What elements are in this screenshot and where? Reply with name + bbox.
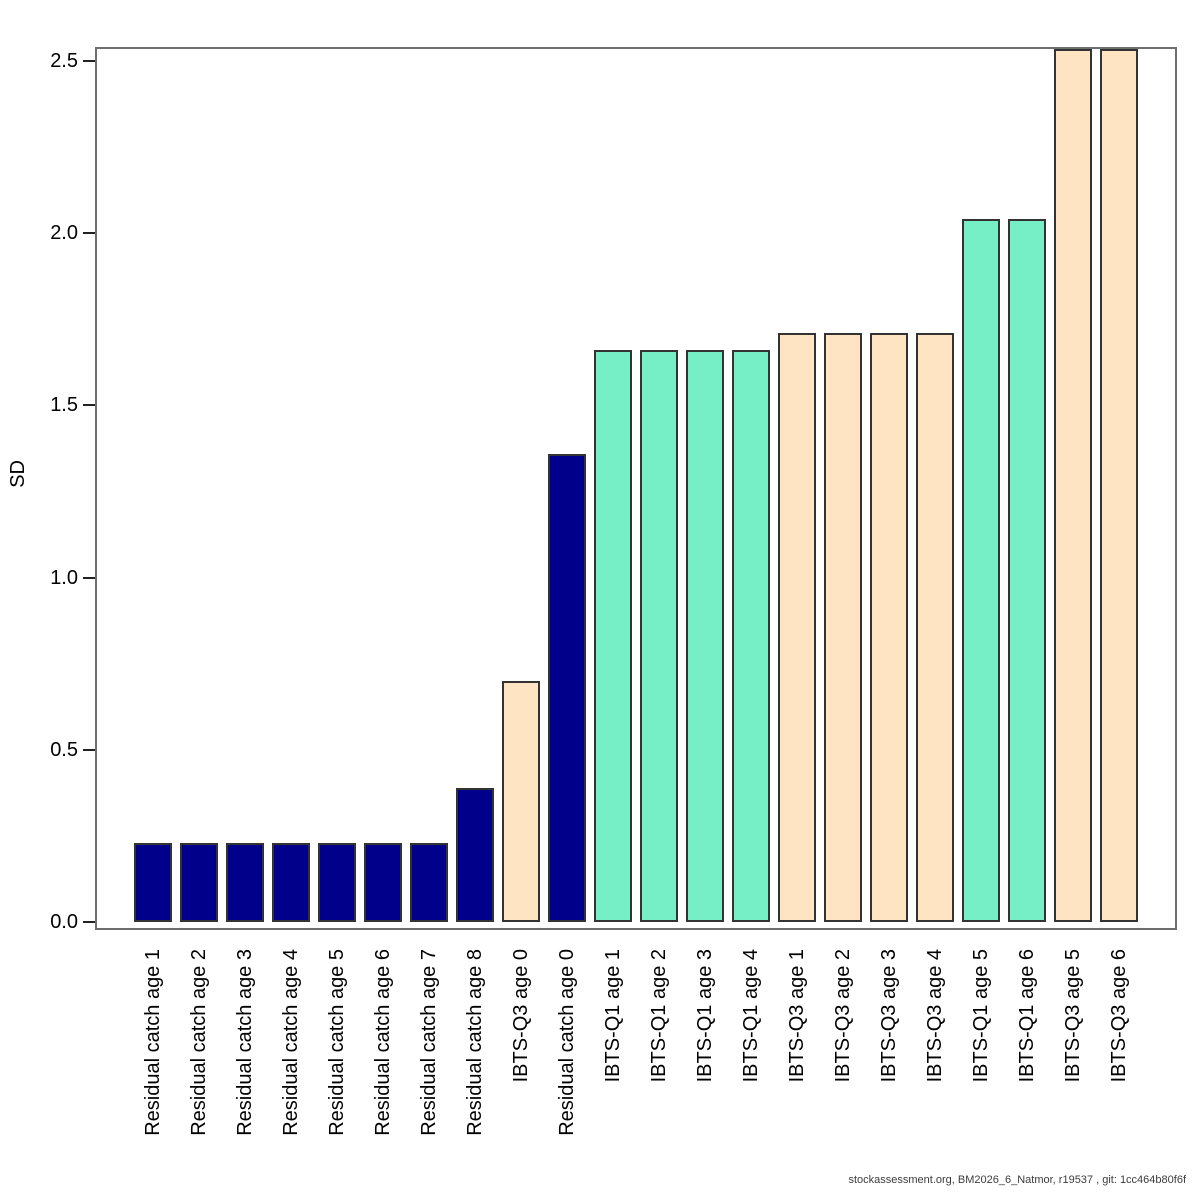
- x-axis-label: IBTS-Q1 age 6: [1016, 949, 1038, 1083]
- x-axis-label: Residual catch age 5: [326, 949, 348, 1136]
- x-axis-label: Residual catch age 2: [188, 949, 210, 1136]
- x-axis-label: Residual catch age 7: [418, 949, 440, 1136]
- x-axis-label: Residual catch age 3: [234, 949, 256, 1136]
- y-axis-title: SD: [7, 460, 29, 488]
- bar: [502, 681, 540, 922]
- x-label-cell: Residual catch age 6: [364, 949, 402, 1136]
- bar: [364, 843, 402, 922]
- y-tick-mark: [83, 60, 95, 62]
- y-tick-mark: [83, 749, 95, 751]
- x-label-cell: IBTS-Q3 age 4: [916, 949, 954, 1082]
- bar: [824, 333, 862, 922]
- y-axis-title-wrap: SD: [6, 460, 30, 493]
- plot-area: [95, 47, 1177, 930]
- x-axis-label: IBTS-Q3 age 4: [924, 949, 946, 1083]
- x-axis-label: IBTS-Q3 age 5: [1062, 949, 1084, 1083]
- x-label-cell: Residual catch age 3: [226, 949, 264, 1136]
- bar: [318, 843, 356, 922]
- bars-container: [97, 49, 1175, 922]
- x-axis-label: IBTS-Q3 age 1: [786, 949, 808, 1083]
- x-axis-label: IBTS-Q3 age 2: [832, 949, 854, 1083]
- x-axis-label: Residual catch age 1: [142, 949, 164, 1136]
- x-label-cell: Residual catch age 1: [134, 949, 172, 1136]
- bar: [686, 350, 724, 922]
- bar: [962, 219, 1000, 922]
- x-label-cell: IBTS-Q1 age 3: [686, 949, 724, 1082]
- x-label-cell: IBTS-Q1 age 6: [1008, 949, 1046, 1082]
- x-label-cell: IBTS-Q1 age 5: [962, 949, 1000, 1082]
- y-tick-mark: [83, 921, 95, 923]
- x-axis-label: IBTS-Q3 age 6: [1108, 949, 1130, 1083]
- x-label-cell: IBTS-Q1 age 1: [594, 949, 632, 1082]
- x-axis-label: IBTS-Q3 age 3: [878, 949, 900, 1083]
- x-axis-labels: Residual catch age 1 Residual catch age 2…: [97, 949, 1175, 1136]
- bar: [732, 350, 770, 922]
- bar: [778, 333, 816, 922]
- x-axis-label: Residual catch age 6: [372, 949, 394, 1136]
- y-tick-label: 2.0: [50, 222, 78, 244]
- y-tick-label: 0.5: [50, 739, 78, 761]
- y-tick-label: 2.5: [50, 50, 78, 72]
- bar: [1100, 49, 1138, 922]
- bar: [410, 843, 448, 922]
- bar: [870, 333, 908, 922]
- x-axis-label: Residual catch age 8: [464, 949, 486, 1136]
- y-tick-mark: [83, 577, 95, 579]
- bar: [180, 843, 218, 922]
- y-tick-mark: [83, 404, 95, 406]
- x-axis-label: IBTS-Q1 age 2: [648, 949, 670, 1083]
- x-label-cell: Residual catch age 7: [410, 949, 448, 1136]
- bar: [640, 350, 678, 922]
- x-label-cell: Residual catch age 2: [180, 949, 218, 1136]
- bar: [134, 843, 172, 922]
- x-label-cell: IBTS-Q3 age 2: [824, 949, 862, 1082]
- x-axis-label: Residual catch age 4: [280, 949, 302, 1136]
- x-label-cell: IBTS-Q3 age 5: [1054, 949, 1092, 1082]
- x-label-cell: Residual catch age 5: [318, 949, 356, 1136]
- x-label-cell: IBTS-Q3 age 6: [1100, 949, 1138, 1082]
- x-axis-label: IBTS-Q3 age 0: [510, 949, 532, 1083]
- x-label-cell: IBTS-Q3 age 3: [870, 949, 908, 1082]
- x-axis-label: IBTS-Q1 age 3: [694, 949, 716, 1083]
- y-tick-label: 1.0: [50, 567, 78, 589]
- x-label-cell: Residual catch age 4: [272, 949, 310, 1136]
- x-label-cell: IBTS-Q3 age 0: [502, 949, 540, 1082]
- bar: [548, 454, 586, 922]
- bar: [1008, 219, 1046, 922]
- y-tick-mark: [83, 232, 95, 234]
- bar: [456, 788, 494, 922]
- x-label-cell: IBTS-Q1 age 4: [732, 949, 770, 1082]
- x-label-cell: Residual catch age 0: [548, 949, 586, 1136]
- bar: [916, 333, 954, 922]
- bar: [226, 843, 264, 922]
- footer-attribution: stockassessment.org, BM2026_6_Natmor, r1…: [848, 1174, 1186, 1186]
- y-tick-label: 0.0: [50, 911, 78, 933]
- bar: [272, 843, 310, 922]
- x-label-cell: Residual catch age 8: [456, 949, 494, 1136]
- x-axis-label: IBTS-Q1 age 5: [970, 949, 992, 1083]
- x-label-cell: IBTS-Q3 age 1: [778, 949, 816, 1082]
- x-axis-label: IBTS-Q1 age 4: [740, 949, 762, 1083]
- x-label-cell: IBTS-Q1 age 2: [640, 949, 678, 1082]
- x-axis-label: IBTS-Q1 age 1: [602, 949, 624, 1083]
- x-axis-label: Residual catch age 0: [556, 949, 578, 1136]
- y-tick-label: 1.5: [50, 394, 78, 416]
- bar: [1054, 49, 1092, 922]
- bar: [594, 350, 632, 922]
